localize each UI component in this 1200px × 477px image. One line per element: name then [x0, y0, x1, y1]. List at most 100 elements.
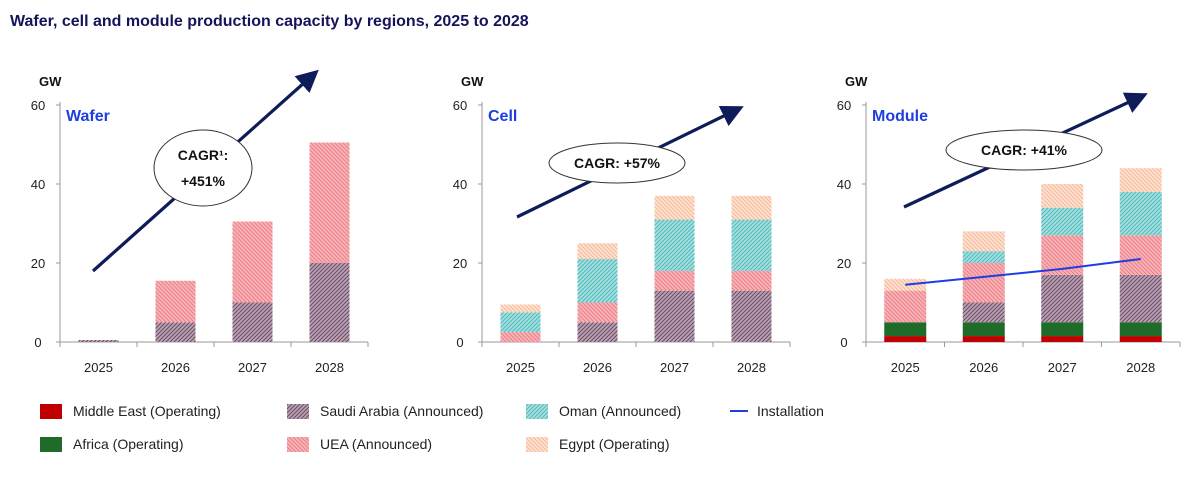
x-tick-label: 2028 [315, 360, 344, 375]
bar-segment-oman [654, 219, 695, 271]
panel-label: Module [872, 108, 928, 125]
bar-segment-saudi-arabia [232, 302, 273, 342]
y-tick-label: 20 [837, 256, 851, 271]
cagr-bubble [548, 142, 686, 184]
legend-item-saudi-arabia: Saudi Arabia (Announced) [287, 403, 483, 419]
bar-segment-saudi-arabia [1041, 274, 1084, 323]
panel-label: Cell [488, 108, 517, 125]
legend-label: UEA (Announced) [320, 436, 432, 452]
legend-label: Oman (Announced) [559, 403, 681, 419]
y-axis-unit-label: GW [845, 74, 868, 89]
bar-segment-oman [731, 219, 772, 271]
cagr-label: +451% [181, 173, 226, 189]
x-tick-label: 2026 [969, 360, 998, 375]
cagr-bubble [153, 129, 253, 207]
x-tick-label: 2026 [583, 360, 612, 375]
bar-segment-uea [654, 270, 695, 291]
x-tick-label: 2028 [737, 360, 766, 375]
bar-segment-egypt [962, 231, 1005, 252]
cagr-label: CAGR¹: [178, 147, 229, 163]
y-tick-label: 60 [837, 98, 851, 113]
y-tick-label: 0 [840, 335, 847, 350]
bar-segment-uea [500, 332, 541, 342]
legend: Middle East (Operating) Saudi Arabia (Ann… [40, 403, 824, 452]
bar-segment-africa [1041, 322, 1084, 337]
bar-segment-oman [1041, 207, 1084, 236]
x-tick-label: 2025 [891, 360, 920, 375]
cagr-bubble [945, 129, 1103, 171]
bar-segment-saudi-arabia [155, 322, 196, 342]
x-tick-label: 2025 [84, 360, 113, 375]
legend-item-oman: Oman (Announced) [526, 403, 681, 419]
y-axis-unit-label: GW [39, 74, 62, 89]
legend-label: Installation [757, 403, 824, 419]
bar-segment-uea [731, 270, 772, 291]
legend-item-middle-east: Middle East (Operating) [40, 403, 221, 419]
bar-segment-saudi-arabia [1119, 274, 1162, 323]
bar-segment-saudi-arabia [577, 322, 618, 342]
legend-label: Saudi Arabia (Announced) [320, 403, 483, 419]
legend-swatch [526, 437, 548, 452]
bar-segment-middle-east [962, 336, 1005, 342]
x-tick-label: 2027 [660, 360, 689, 375]
bar-segment-middle-east [884, 336, 927, 342]
y-tick-label: 20 [31, 256, 45, 271]
legend-label: Egypt (Operating) [559, 436, 670, 452]
legend-item-egypt: Egypt (Operating) [526, 436, 670, 452]
bar-segment-egypt [500, 304, 541, 313]
y-tick-label: 20 [453, 256, 467, 271]
bar-segment-uea [232, 221, 273, 303]
x-tick-label: 2028 [1126, 360, 1155, 375]
y-tick-label: 60 [31, 98, 45, 113]
bar-segment-saudi-arabia [731, 290, 772, 342]
bar-segment-saudi-arabia [654, 290, 695, 342]
bar-segment-egypt [731, 195, 772, 220]
bar-segment-middle-east [1041, 336, 1084, 342]
cagr-label: CAGR: +41% [981, 142, 1068, 158]
bar-segment-saudi-arabia [309, 263, 350, 342]
bar-segment-africa [1119, 322, 1162, 337]
x-tick-label: 2026 [161, 360, 190, 375]
legend-swatch [40, 404, 62, 419]
y-tick-label: 60 [453, 98, 467, 113]
panel-label: Wafer [66, 108, 110, 125]
y-tick-label: 40 [31, 177, 45, 192]
bar-segment-middle-east [1119, 336, 1162, 342]
bar-segment-oman [500, 312, 541, 333]
bar-segment-egypt [1119, 168, 1162, 192]
x-tick-label: 2025 [506, 360, 535, 375]
legend-label: Africa (Operating) [73, 436, 183, 452]
legend-label: Middle East (Operating) [73, 403, 221, 419]
panel-module: GW 0 20 40 60 2025 2026 2027 2028 CAGR: +41% Modul… [837, 74, 1181, 375]
y-axis-unit-label: GW [461, 74, 484, 89]
bar-segment-oman [577, 259, 618, 303]
bar-segment-saudi-arabia [78, 340, 119, 342]
x-tick-label: 2027 [1048, 360, 1077, 375]
bar-segment-uea [577, 302, 618, 323]
bar-segment-uea [962, 263, 1005, 303]
legend-swatch [287, 437, 309, 452]
bar-segment-uea [1119, 235, 1162, 275]
y-tick-label: 0 [456, 335, 463, 350]
y-tick-label: 40 [453, 177, 467, 192]
bar-segment-egypt [1041, 184, 1084, 208]
legend-swatch [287, 404, 309, 419]
bar-segment-egypt [577, 243, 618, 260]
bar-segment-africa [884, 322, 927, 337]
installation-line [905, 258, 1141, 286]
bar-segment-africa [962, 322, 1005, 337]
bar-segment-uea [155, 280, 196, 323]
bar-segment-saudi-arabia [962, 302, 1005, 323]
y-tick-label: 0 [34, 335, 41, 350]
legend-swatch [526, 404, 548, 419]
bar-segment-oman [1119, 191, 1162, 236]
bar-segment-uea [309, 142, 350, 263]
bar-segment-uea [884, 290, 927, 323]
legend-item-uea: UEA (Announced) [287, 436, 432, 452]
chart-title: Wafer, cell and module production capaci… [10, 13, 529, 30]
legend-item-installation: Installation [730, 403, 824, 419]
panel-cell: GW 0 20 40 60 2025 2026 2027 2028 CAGR: +57% Cell [453, 74, 791, 375]
bar-segment-egypt [654, 195, 695, 220]
legend-item-africa: Africa (Operating) [40, 436, 183, 452]
